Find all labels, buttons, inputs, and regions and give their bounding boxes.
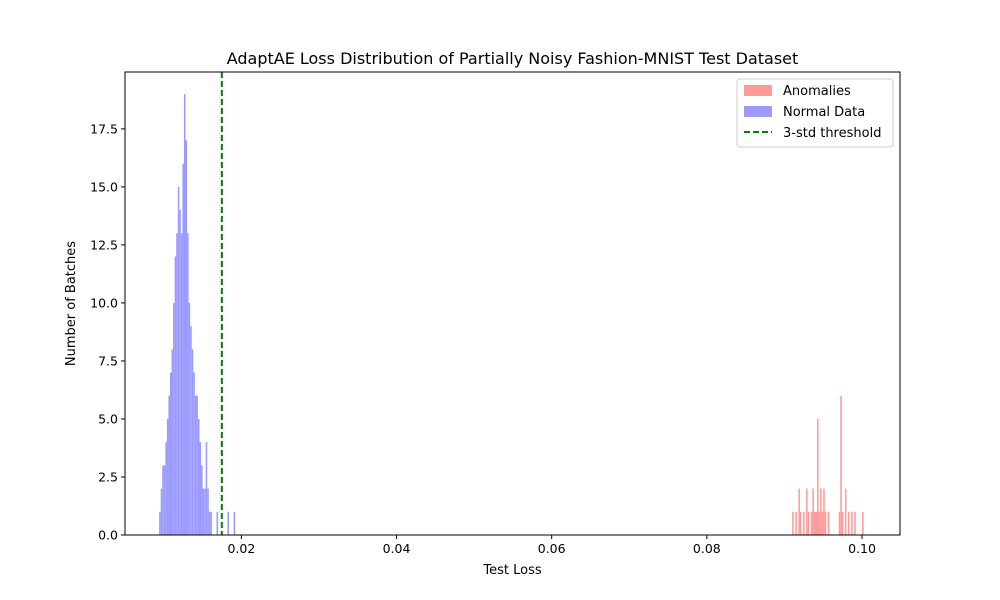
y-tick-label: 17.5 (90, 121, 118, 136)
normal-data-bar (193, 372, 195, 535)
normal-data-bar (182, 163, 184, 536)
normal-data-bar (227, 511, 229, 535)
series-anomalies-bars (792, 395, 864, 535)
x-axis-label: Test Loss (482, 563, 541, 578)
normal-data-bar (199, 442, 202, 535)
legend-label-anomalies: Anomalies (783, 84, 851, 99)
normal-data-bar (169, 372, 172, 535)
anomalies-bar (792, 511, 794, 535)
anomalies-bar (812, 488, 814, 535)
legend-label-normal-data: Normal Data (783, 105, 865, 120)
normal-data-bar (196, 395, 198, 535)
x-tick-label: 0.06 (538, 541, 566, 556)
anomalies-bar (795, 511, 797, 535)
normal-data-bar (201, 465, 203, 535)
normal-data-bar (163, 465, 166, 535)
normal-data-bar (179, 210, 181, 535)
x-tick-label: 0.02 (227, 541, 255, 556)
anomalies-bar (851, 511, 853, 535)
x-tick-label: 0.08 (693, 541, 721, 556)
normal-data-bar (187, 233, 189, 536)
anomalies-bar (818, 511, 821, 535)
anomalies-bar (816, 418, 819, 535)
normal-data-bar (202, 488, 205, 535)
x-tick-label: 0.10 (848, 541, 876, 556)
y-tick-label: 10.0 (90, 295, 118, 310)
normal-data-bar (173, 302, 175, 535)
anomalies-bar (799, 511, 802, 535)
anomalies-bar (827, 511, 830, 535)
x-tick-label: 0.04 (383, 541, 411, 556)
normal-data-bar (197, 418, 200, 535)
anomalies-bar (815, 511, 817, 535)
anomalies-bar (813, 511, 816, 535)
normal-data-bar (160, 488, 163, 535)
normal-data-bar (162, 465, 164, 535)
anomalies-bar (848, 511, 850, 535)
normal-data-bar (168, 395, 170, 535)
normal-data-bar (180, 233, 183, 536)
normal-data-bar (208, 511, 211, 535)
plot-area (159, 72, 864, 536)
normal-data-bar (233, 511, 236, 535)
chart-title: AdaptAE Loss Distribution of Partially N… (227, 49, 799, 68)
normal-data-bar (177, 186, 180, 535)
anomalies-bar (824, 511, 827, 535)
anomalies-bar (854, 511, 856, 535)
normal-data-bar (185, 140, 188, 535)
anomalies-bar (841, 511, 844, 535)
x-axis-ticks: 0.02 0.04 0.06 0.08 0.10 (227, 535, 876, 556)
normal-data-bar (216, 511, 219, 535)
anomalies-bar (798, 488, 800, 535)
normal-data-bar (204, 488, 206, 535)
anomalies-bar (807, 511, 810, 535)
anomalies-bar (861, 511, 864, 535)
y-tick-label: 12.5 (90, 237, 118, 252)
legend-swatch-anomalies (744, 85, 772, 96)
normal-data-bar (188, 302, 191, 535)
anomalies-bar (840, 395, 842, 535)
anomalies-bar (838, 511, 841, 535)
normal-data-bar (194, 395, 197, 535)
normal-data-bar (166, 418, 169, 535)
anomalies-bar (820, 488, 822, 535)
normal-data-bar (176, 233, 178, 536)
legend: Anomalies Normal Data 3-std threshold (736, 78, 894, 148)
anomalies-bar (803, 511, 805, 535)
normal-data-bar (171, 349, 174, 535)
y-tick-label: 5.0 (98, 411, 118, 426)
normal-data-bar (174, 256, 177, 535)
normal-data-bar (207, 488, 209, 535)
y-tick-label: 2.5 (98, 469, 118, 484)
normal-data-bar (183, 94, 186, 536)
y-tick-label: 7.5 (98, 353, 118, 368)
anomalies-bar (810, 511, 813, 535)
normal-data-bar (210, 511, 212, 535)
anomalies-bar (823, 488, 825, 535)
y-axis-label: Number of Batches (64, 241, 79, 366)
normal-data-bar (165, 442, 167, 535)
axes-frame (124, 71, 901, 536)
anomalies-bar (806, 488, 808, 535)
normal-data-bar (159, 511, 161, 535)
y-tick-label: 0.0 (98, 528, 118, 543)
y-axis-ticks: 0.0 2.5 5.0 7.5 10.0 12.5 15.0 17.5 (90, 121, 125, 543)
legend-box (736, 78, 894, 148)
normal-data-bar (190, 326, 192, 535)
normal-data-bar (205, 442, 208, 535)
y-tick-label: 15.0 (90, 179, 118, 194)
series-normal-bars (159, 94, 236, 536)
anomalies-bar (844, 488, 847, 535)
legend-swatch-normal-data (744, 106, 772, 117)
legend-label-threshold: 3-std threshold (783, 126, 881, 141)
anomalies-bar (821, 511, 824, 535)
normal-data-bar (191, 349, 194, 535)
